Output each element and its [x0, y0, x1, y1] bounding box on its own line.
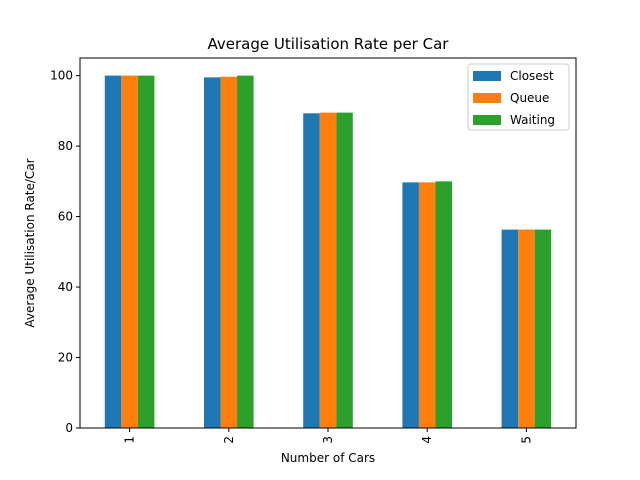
- y-tick-label: 0: [65, 421, 73, 435]
- chart-title: Average Utilisation Rate per Car: [208, 35, 450, 53]
- bar-waiting-1: [137, 75, 155, 429]
- x-axis-label: Number of Cars: [281, 451, 375, 465]
- legend: Closest Queue Waiting: [467, 63, 570, 131]
- y-axis-label: Average Utilisation Rate/Car: [23, 158, 37, 327]
- plot-frame: [79, 57, 577, 429]
- bar-queue-1: [121, 75, 138, 429]
- bar-queue-5: [518, 229, 535, 428]
- x-tick-label: 4: [420, 436, 434, 444]
- y-tick-label: 80: [58, 139, 73, 153]
- bars-group: [104, 75, 552, 429]
- legend-swatch-closest: [473, 71, 501, 81]
- y-tick-label: 40: [58, 280, 73, 294]
- legend-swatch-waiting: [473, 115, 501, 125]
- x-tick-label: 5: [519, 436, 533, 444]
- bar-queue-3: [319, 112, 337, 429]
- bar-waiting-2: [237, 75, 254, 429]
- y-axis: 0 20 40 60 80 100: [50, 69, 80, 435]
- bar-waiting-3: [336, 112, 353, 429]
- bar-queue-4: [418, 182, 436, 428]
- x-tick-label: 1: [123, 436, 137, 444]
- bar-closest-3: [303, 113, 320, 428]
- y-tick-label: 60: [58, 210, 73, 224]
- bar-queue-2: [220, 76, 238, 429]
- bar-closest-2: [204, 77, 221, 428]
- legend-label-closest: Closest: [510, 69, 554, 83]
- bar-waiting-5: [534, 229, 552, 428]
- y-tick-label: 100: [50, 69, 73, 83]
- x-tick-label: 2: [222, 436, 236, 444]
- bar-waiting-4: [435, 181, 452, 428]
- bar-closest-4: [402, 182, 419, 428]
- legend-label-waiting: Waiting: [510, 113, 555, 127]
- x-axis: 1 2 3 4 5: [123, 428, 533, 444]
- legend-label-queue: Queue: [510, 91, 549, 105]
- bar-closest-1: [104, 75, 122, 429]
- bar-closest-5: [501, 229, 519, 428]
- y-tick-label: 20: [58, 351, 73, 365]
- legend-swatch-queue: [473, 93, 501, 103]
- x-tick-label: 3: [321, 436, 335, 444]
